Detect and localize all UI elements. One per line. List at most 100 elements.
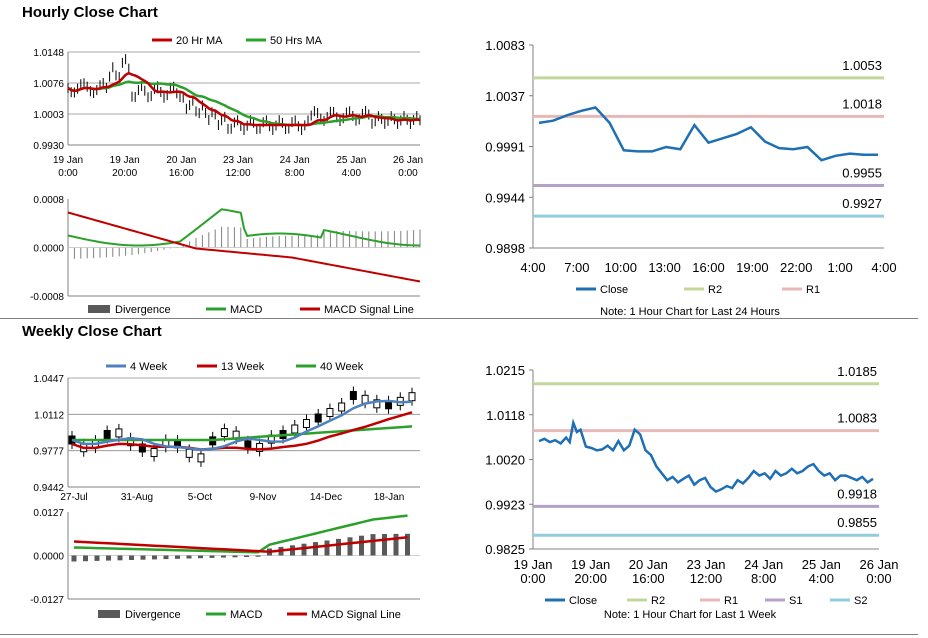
hourly-price-y-tick: 1.0076	[33, 79, 64, 90]
chart1-y-tick-label: 1.0083	[485, 38, 525, 53]
chart2-x-tick-time: 8:00	[751, 571, 776, 586]
weekly-x-tick: 31-Aug	[121, 492, 153, 503]
hourly-x-tick-date: 26 Jan	[393, 155, 423, 166]
weekly-divergence-bar	[198, 555, 203, 559]
weekly-legend-13wk-label: 13 Week	[221, 361, 265, 373]
chart2-x-tick-date: 19 Jan	[513, 557, 552, 572]
chart2-x-tick-date: 24 Jan	[744, 557, 783, 572]
chart1-y-tick-label: 0.9898	[485, 241, 525, 256]
hourly-x-tick-time: 20:00	[112, 168, 137, 179]
hourly-legend-macd-label: MACD	[230, 304, 262, 316]
chart1-level-label-s1: 0.9955	[842, 165, 882, 180]
chart2-level-label-r2: 1.0185	[837, 364, 877, 379]
weekly-divergence-bar	[370, 534, 376, 556]
weekly-macd-y-tick: 0.0127	[33, 508, 64, 519]
hourly-signal-line	[67, 211, 421, 283]
chart2-y-tick-label: 1.0020	[485, 453, 525, 468]
chart2-legend-s1-label: S1	[789, 595, 802, 607]
chart2-level-label-s1: 0.9918	[837, 486, 877, 501]
weekly-divergence-bar	[163, 555, 169, 560]
weekly-candle-body	[314, 413, 322, 423]
weekly-divergence-bar	[347, 537, 353, 556]
weekly-ma4-line	[71, 399, 413, 451]
weekly-macd-line	[73, 514, 408, 554]
chart1-y-tick-label: 0.9944	[485, 190, 525, 205]
chart2-y-tick-label: 1.0118	[486, 408, 525, 423]
hourly-price-y-tick: 1.0003	[33, 110, 64, 121]
chart2-x-tick-date: 19 Jan	[571, 557, 610, 572]
weekly-signal-line	[73, 536, 408, 553]
weekly-price-y-tick: 0.9777	[33, 447, 64, 458]
weekly-divergence-bar	[405, 533, 410, 556]
chart2-legend-r2-label: R2	[651, 595, 665, 607]
weekly-candle-body	[220, 428, 228, 438]
hourly-x-tick-date: 25 Jan	[336, 155, 366, 166]
weekly-x-tick: 5-Oct	[188, 492, 213, 503]
chart2-legend-s2-label: S2	[854, 595, 867, 607]
weekly-divergence-bar	[324, 540, 330, 556]
chart1-legend-r1-label: R1	[806, 284, 820, 296]
weekly-divergence-bar	[106, 555, 111, 561]
chart2-y-tick-label: 0.9923	[485, 497, 525, 512]
hourly-legend-divergence-label: Divergence	[115, 304, 171, 316]
weekly-candle-body	[302, 419, 310, 428]
weekly-legend-divergence-swatch	[98, 610, 120, 618]
weekly-legend-signal-label: MACD Signal Line	[311, 609, 401, 621]
chart1-x-tick-label: 10:00	[604, 260, 637, 275]
chart1-x-tick-label: 22:00	[780, 260, 813, 275]
weekly-divergence-bar	[117, 555, 123, 561]
hourly-x-tick-date: 19 Jan	[110, 155, 140, 166]
hourly-legend-50hr-label: 50 Hrs MA	[270, 35, 323, 47]
weekly-divergence-bar	[359, 535, 364, 556]
weekly-candle-body	[185, 448, 193, 458]
weekly-legend-divergence-label: Divergence	[125, 609, 181, 621]
chart1-y-tick-label: 1.0037	[485, 89, 525, 104]
hourly-x-tick-time: 0:00	[58, 168, 78, 179]
weekly-divergence-bar	[336, 538, 341, 556]
chart1-level-label-r1: 1.0018	[842, 96, 882, 111]
weekly-candle-body	[197, 453, 205, 463]
hourly-title: Hourly Close Chart	[22, 4, 158, 21]
chart2-x-tick-time: 20:00	[574, 571, 607, 586]
weekly-candle-body	[256, 442, 264, 452]
weekly-divergence-bar	[313, 542, 318, 556]
weekly-divergence-bar	[393, 533, 399, 556]
chart2-x-tick-time: 0:00	[866, 571, 891, 586]
weekly-divergence-bar	[301, 543, 307, 556]
weekly-legend-40wk-label: 40 Week	[320, 361, 364, 373]
weekly-macd-y-tick: -0.0127	[30, 595, 64, 606]
hourly-x-tick-time: 0:00	[398, 168, 418, 179]
chart2-y-tick-label: 0.9825	[485, 542, 525, 557]
weekly-candle-body	[338, 402, 346, 412]
chart2-x-tick-time: 12:00	[690, 571, 723, 586]
hourly-x-tick-time: 8:00	[285, 168, 305, 179]
weekly-divergence-bar	[94, 555, 100, 561]
hourly-x-tick-time: 16:00	[169, 168, 194, 179]
hourly-x-tick-date: 19 Jan	[53, 155, 83, 166]
weekly-divergence-bar	[175, 555, 180, 559]
chart2-x-tick-time: 0:00	[520, 571, 545, 586]
weekly-candle-body	[150, 448, 158, 458]
chart1-x-tick-label: 19:00	[736, 260, 769, 275]
weekly-candle-body	[373, 399, 381, 409]
weekly-candle-body	[138, 443, 146, 453]
weekly-candle-body	[326, 408, 334, 417]
weekly-x-tick: 9-Nov	[250, 492, 277, 503]
chart2-legend-r1-label: R1	[724, 595, 738, 607]
weekly-x-tick: 18-Jan	[374, 492, 405, 503]
chart2-x-tick-date: 26 Jan	[859, 557, 898, 572]
hourly-x-tick-time: 4:00	[342, 168, 362, 179]
weekly-x-tick: 27-Jul	[60, 492, 87, 503]
chart2-close-line	[538, 418, 874, 494]
weekly-divergence-bar	[382, 534, 387, 556]
weekly-x-tick: 14-Dec	[310, 492, 342, 503]
chart1-x-tick-label: 13:00	[648, 260, 681, 275]
weekly-legend-4wk-label: 4 Week	[130, 361, 168, 373]
chart1-level-label-r2: 1.0053	[842, 58, 882, 73]
weekly-divergence-bar	[140, 555, 146, 560]
chart1-legend-r2-label: R2	[708, 284, 722, 296]
chart1-x-tick-label: 1:00	[827, 260, 852, 275]
weekly-candle-body	[291, 424, 299, 434]
chart2-x-tick-time: 16:00	[632, 571, 665, 586]
